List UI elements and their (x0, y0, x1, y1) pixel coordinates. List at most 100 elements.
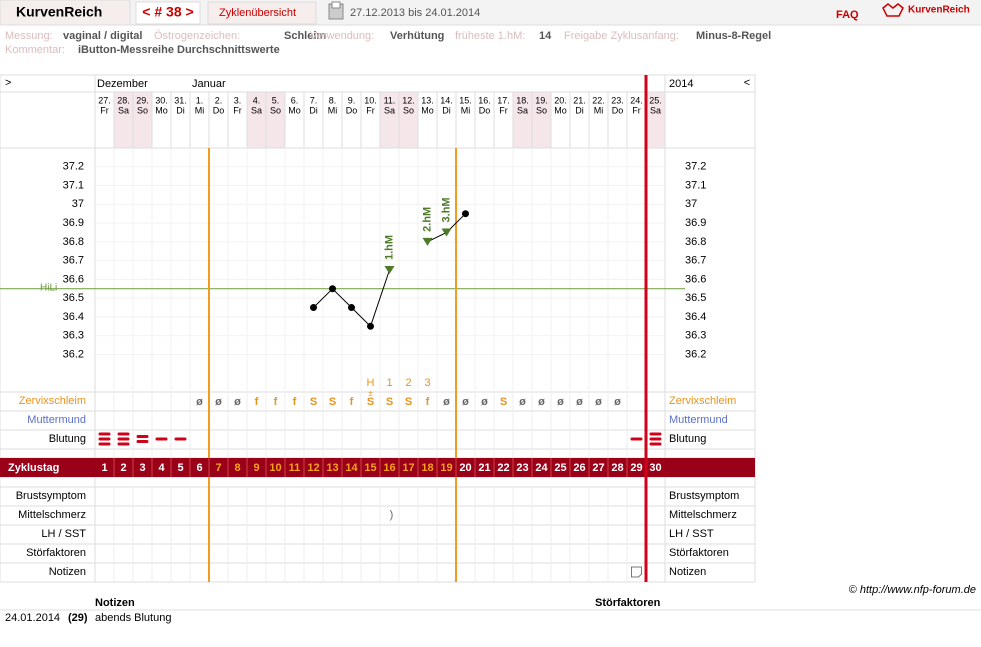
hm-marker (441, 228, 452, 237)
peak-label: 3 (424, 377, 430, 389)
y-tick-label-right: 36.8 (685, 236, 706, 248)
note-icon[interactable] (631, 566, 642, 578)
weekday: Sa (118, 105, 129, 115)
nav-left[interactable]: > (5, 77, 11, 89)
cycle-day: 21 (478, 462, 490, 474)
date: 27. (98, 95, 111, 105)
cycle-day: 12 (307, 462, 319, 474)
bleeding-dash (117, 432, 130, 436)
zervix-symbol: f (426, 396, 430, 408)
peak-label: 1 (386, 377, 392, 389)
overview-tab[interactable] (207, 1, 317, 25)
row-label: Blutung (49, 433, 86, 445)
hili-label: HiLi (40, 282, 57, 293)
y-tick-label: 37 (72, 198, 84, 210)
weekday: Mo (554, 105, 567, 115)
bleeding-mark (649, 432, 662, 446)
cycle-day: 15 (364, 462, 376, 474)
cycle-day: 14 (345, 462, 358, 474)
info-label: Freigabe Zyklusanfang: (564, 30, 679, 42)
weekend-shade (266, 92, 285, 148)
info-value: vaginal / digital (63, 30, 142, 42)
printer-paper (331, 1, 341, 9)
weekend-shade (114, 92, 133, 148)
info-label: Kommentar: (5, 44, 65, 56)
peak-label: H (367, 377, 375, 389)
bleeding-dash (649, 442, 662, 446)
temp-point (367, 322, 374, 330)
bleeding-dash (98, 442, 111, 446)
row-label: Notizen (49, 566, 86, 578)
weekday: Sa (384, 105, 395, 115)
zervix-symbol: S (367, 396, 374, 408)
cycle-day: 27 (592, 462, 604, 474)
temp-point (462, 210, 469, 218)
cycle-day: 2 (120, 462, 126, 474)
logo[interactable]: KurvenReich (908, 5, 970, 16)
weekday: Do (479, 105, 491, 115)
weekday: Mi (195, 105, 205, 115)
faq-link[interactable]: FAQ (836, 9, 859, 21)
date: 12. (402, 95, 415, 105)
y-tick-label-right: 36.4 (685, 311, 706, 323)
weekday: So (403, 105, 414, 115)
overview-link[interactable]: Zyklenübersicht (219, 7, 296, 19)
bleeding-dash (174, 437, 187, 441)
notes-cell: (29) (68, 612, 88, 624)
weekday: Mi (328, 105, 338, 115)
zervix-symbol: ø (557, 396, 564, 408)
cycle-day: 16 (383, 462, 395, 474)
y-tick-label: 36.3 (63, 330, 84, 342)
y-tick-label: 36.2 (63, 348, 84, 360)
y-tick-label-right: 36.3 (685, 330, 706, 342)
row-label: Zyklustag (8, 462, 59, 474)
row-label: Störfaktoren (26, 547, 86, 559)
cycle-nav[interactable]: < # 38 > (142, 4, 193, 20)
date: 16. (478, 95, 491, 105)
bleeding-dash (98, 437, 111, 441)
date: 3. (234, 95, 242, 105)
weekday: Do (346, 105, 358, 115)
weekday: Do (612, 105, 624, 115)
zervix-symbol: f (293, 396, 297, 408)
hm-label: 2.hM (421, 207, 433, 232)
zervix-symbol: ø (234, 396, 241, 408)
weekend-shade (133, 92, 152, 148)
weekday: Fr (233, 105, 242, 115)
nav-tab[interactable] (135, 1, 201, 25)
bleeding-dash (630, 437, 643, 441)
weekday: So (137, 105, 148, 115)
cycle-day: 9 (253, 462, 259, 474)
y-tick-label: 37.1 (63, 179, 84, 191)
cycle-day: 6 (196, 462, 202, 474)
weekday: Fr (632, 105, 641, 115)
y-tick-label: 36.9 (63, 217, 84, 229)
weekday: Do (213, 105, 225, 115)
row-label: LH / SST (41, 528, 86, 540)
weekday: Sa (251, 105, 262, 115)
y-tick-label-right: 37 (685, 198, 697, 210)
bleeding-dash (136, 435, 149, 438)
row-label-right: Mittelschmerz (669, 509, 737, 521)
date: 14. (440, 95, 453, 105)
printer-icon[interactable] (328, 1, 344, 20)
bleeding-dash (117, 437, 130, 441)
date: 29. (136, 95, 149, 105)
date: 23. (611, 95, 624, 105)
month: Dezember (97, 78, 148, 90)
date: 10. (364, 95, 377, 105)
row-label-right: Brustsymptom (669, 490, 739, 502)
zervix-symbol: ø (462, 396, 469, 408)
row-label: Mittelschmerz (18, 509, 86, 521)
info-value: Minus-8-Regel (696, 30, 771, 42)
nav-right[interactable]: < (744, 77, 750, 89)
weekend-shade (399, 92, 418, 148)
y-tick-label-right: 37.2 (685, 161, 706, 173)
cycle-day: 24 (535, 462, 548, 474)
zervix-symbol: f (255, 396, 259, 408)
bleeding-dash (649, 432, 662, 436)
zervix-symbol: f (274, 396, 278, 408)
date: 30. (155, 95, 168, 105)
weekday: Fr (100, 105, 109, 115)
